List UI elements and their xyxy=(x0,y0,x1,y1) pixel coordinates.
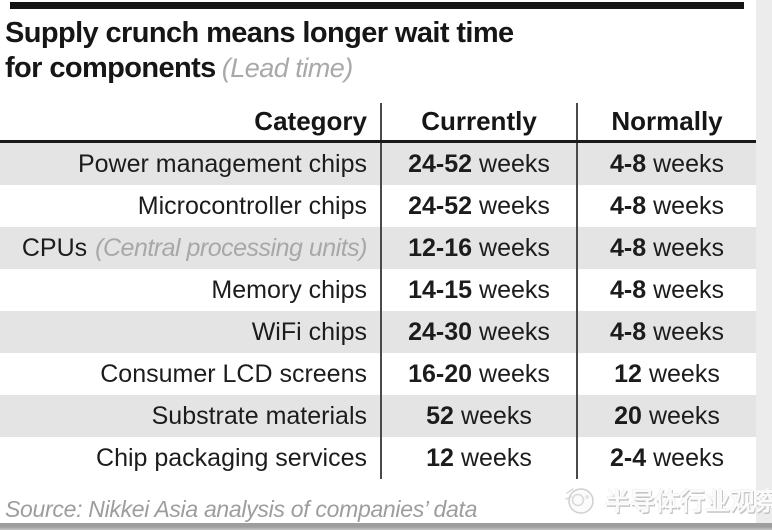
category-cell: Memory chips xyxy=(211,275,367,304)
currently-cell: 24-52 weeks xyxy=(380,185,576,227)
table-row: Microcontroller chips 24-52 weeks 4-8 week… xyxy=(0,185,756,227)
normally-cell: 12 weeks xyxy=(576,353,756,395)
normally-cell: 20 weeks xyxy=(576,395,756,437)
normally-cell: 4-8 weeks xyxy=(576,143,756,185)
watermark-text: 半导体行业观察 xyxy=(605,488,772,516)
lead-time-table: Category Currently Normally Power manage… xyxy=(0,103,756,479)
table-row: Consumer LCD screens 16-20 weeks 12 weeks xyxy=(0,353,756,395)
table-row: WiFi chips 24-30 weeks 4-8 weeks xyxy=(0,311,756,353)
currently-cell: 16-20 weeks xyxy=(380,353,576,395)
currently-cell: 24-52 weeks xyxy=(380,143,576,185)
category-cell: Power management chips xyxy=(77,149,367,178)
category-cell: Chip packaging services xyxy=(96,443,367,472)
title-line-2: for components (Lead time) xyxy=(5,52,354,84)
bottom-edge-bar xyxy=(0,523,772,530)
title-line-1: Supply crunch means longer wait time xyxy=(5,17,514,49)
currently-cell: 12 weeks xyxy=(380,437,576,479)
table-row: CPUs (Central processing units) 12-16 week… xyxy=(0,227,756,269)
category-cell: CPUs (Central processing units) xyxy=(21,233,368,262)
category-cell: Consumer LCD screens xyxy=(100,359,367,388)
normally-cell: 4-8 weeks xyxy=(576,227,756,269)
lead-time-subtitle: (Lead time) xyxy=(221,53,354,83)
currently-cell: 24-30 weeks xyxy=(380,311,576,353)
table-row: Chip packaging services 12 weeks 2-4 weeks xyxy=(0,437,756,479)
table-row: Memory chips 14-15 weeks 4-8 weeks xyxy=(0,269,756,311)
watermark-icon xyxy=(565,488,594,514)
column-header-currently: Currently xyxy=(380,103,576,140)
table-body: Power management chips 24-52 weeks 4-8 wee… xyxy=(0,143,756,479)
normally-cell: 4-8 weeks xyxy=(576,185,756,227)
top-accent-bar xyxy=(10,2,744,9)
currently-cell: 12-16 weeks xyxy=(380,227,576,269)
category-note: (Central processing units) xyxy=(95,233,367,262)
column-header-category: Category xyxy=(254,106,367,136)
normally-cell: 2-4 weeks xyxy=(576,437,756,479)
currently-cell: 52 weeks xyxy=(380,395,576,437)
watermark-logo: 半导体行业观察 xyxy=(563,482,772,518)
table-row: Power management chips 24-52 weeks 4-8 wee… xyxy=(0,143,756,185)
category-cell: Microcontroller chips xyxy=(137,191,367,220)
normally-cell: 4-8 weeks xyxy=(576,269,756,311)
table-row: Substrate materials 52 weeks 20 weeks xyxy=(0,395,756,437)
category-cell: WiFi chips xyxy=(251,317,367,346)
chart-title: Supply crunch means longer wait time for… xyxy=(5,16,514,86)
normally-cell: 4-8 weeks xyxy=(576,311,756,353)
source-note: Source: Nikkei Asia analysis of companie… xyxy=(5,496,478,522)
table-header-row: Category Currently Normally xyxy=(0,103,756,143)
column-header-normally: Normally xyxy=(576,103,756,140)
currently-cell: 14-15 weeks xyxy=(380,269,576,311)
category-cell: Substrate materials xyxy=(151,401,367,430)
